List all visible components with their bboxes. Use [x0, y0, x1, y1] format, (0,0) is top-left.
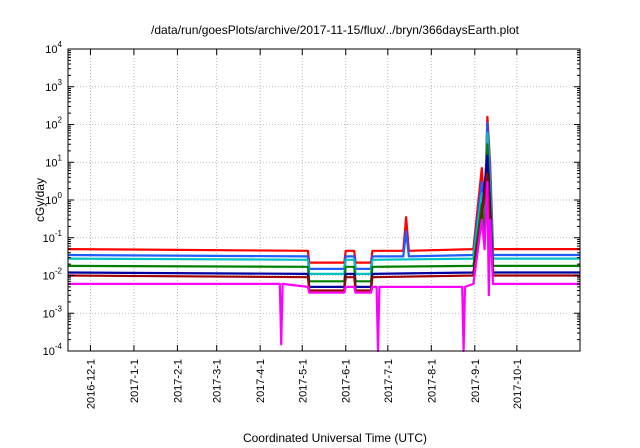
grid-lines: [68, 48, 580, 352]
chart-title: /data/run/goesPlots/archive/2017-11-15/f…: [151, 23, 520, 37]
ticks: 10-4 10-3 10-2 10-1 100 101 102 103 104 2016-12-1…: [43, 40, 580, 409]
series-line: [68, 180, 580, 353]
series-line: [67, 115, 580, 264]
y-tick-label: 102: [45, 116, 62, 132]
x-tick-label: 2017-9-1: [470, 359, 482, 403]
y-tick-label: 10-1: [43, 229, 63, 245]
series-lines: [67, 115, 580, 353]
y-tick-label: 101: [45, 153, 62, 169]
y-tick-label: 100: [45, 191, 62, 207]
series-line: [67, 121, 580, 270]
x-tick-label: 2017-2-1: [172, 359, 184, 403]
x-tick-label: 2017-3-1: [212, 359, 224, 403]
x-tick-label: 2016-12-1: [85, 359, 97, 409]
x-tick-label: 2017-1-1: [129, 359, 141, 403]
x-tick-label: 2017-7-1: [383, 359, 395, 403]
y-tick-label: 10-2: [43, 267, 63, 283]
series-line: [67, 143, 580, 283]
x-tick-label: 2017-4-1: [255, 359, 267, 403]
series-line: [67, 131, 580, 275]
plot-frame: [67, 48, 581, 352]
x-tick-label: 2017-8-1: [426, 359, 438, 403]
y-tick-label: 10-3: [43, 304, 63, 320]
y-axis-label: cGy/day: [33, 178, 47, 222]
y-tick-label: 103: [45, 78, 62, 94]
y-tick-label: 104: [45, 40, 62, 56]
series-line: [67, 154, 580, 288]
x-tick-label: 2017-10-1: [512, 359, 524, 409]
x-axis-label: Coordinated Universal Time (UTC): [243, 431, 427, 445]
x-tick-label: 2017-6-1: [341, 359, 353, 403]
y-tick-label: 10-4: [43, 342, 63, 358]
x-tick-label: 2017-5-1: [297, 359, 309, 403]
